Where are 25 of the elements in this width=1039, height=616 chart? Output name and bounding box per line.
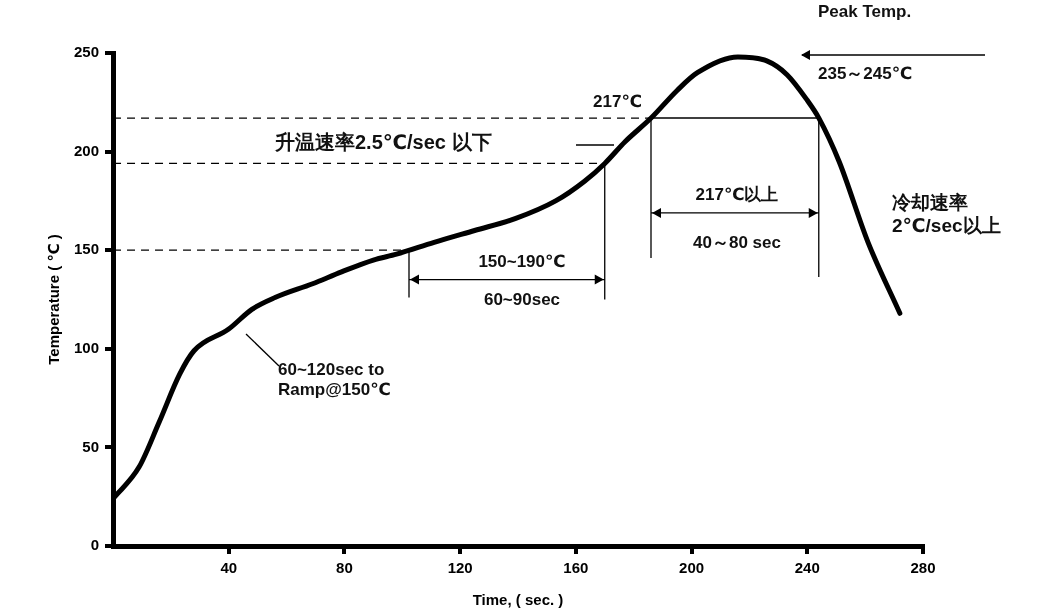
x-tick-label: 200 — [679, 559, 705, 577]
x-tick-label: 280 — [910, 559, 936, 577]
y-tick-label: 100 — [74, 338, 100, 356]
y-tick-label: 250 — [74, 43, 100, 61]
ref-line-label: 217℃ — [593, 92, 643, 113]
annotation: 40～80 sec — [693, 232, 781, 254]
x-tick-label: 240 — [794, 559, 820, 577]
y-tick-label: 0 — [90, 536, 100, 554]
annotation: 235～245℃ — [818, 64, 913, 85]
annotation: 217℃以上 — [695, 184, 779, 206]
annotation: 冷却速率 2℃/sec以上 — [892, 192, 1001, 238]
annotation: 150~190℃ — [478, 251, 566, 273]
x-tick-label: 160 — [563, 559, 589, 577]
annotation: 60~120sec to Ramp@150℃ — [278, 360, 391, 401]
text: Peak Temp. — [818, 2, 912, 23]
y-tick-label: 150 — [74, 240, 100, 258]
y-tick-label: 50 — [82, 437, 100, 455]
annotation: 60~90sec — [483, 289, 561, 311]
annotation: 升温速率2.5℃/sec 以下 — [275, 130, 492, 154]
x-tick-label: 40 — [220, 559, 238, 577]
x-tick-label: 120 — [447, 559, 473, 577]
x-axis-title: Time, ( sec. ) — [472, 591, 564, 609]
x-tick-label: 80 — [336, 559, 353, 577]
y-axis-title: Temperature ( ℃ ) — [45, 234, 63, 365]
y-tick-label: 200 — [74, 141, 100, 159]
